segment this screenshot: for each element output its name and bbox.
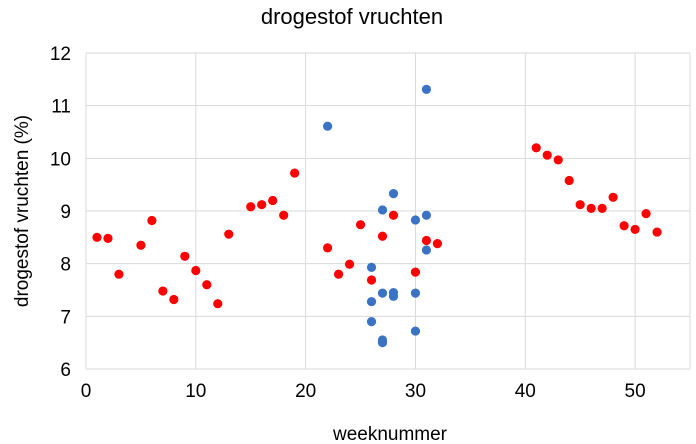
data-point — [147, 215, 157, 226]
data-point — [597, 203, 607, 213]
data-point — [630, 224, 640, 235]
data-point — [257, 200, 267, 210]
y-tick-label: 8 — [60, 255, 71, 276]
x-tick-label: 10 — [185, 381, 206, 402]
y-tick-label: 10 — [50, 149, 71, 170]
data-point — [92, 232, 102, 242]
x-tick-label: 40 — [515, 381, 536, 402]
data-point — [410, 326, 421, 336]
data-point — [344, 259, 355, 269]
data-point — [158, 286, 168, 296]
data-point — [586, 203, 596, 213]
x-tick-label: 20 — [295, 381, 316, 402]
data-point — [180, 251, 190, 261]
data-point — [366, 262, 377, 272]
data-point — [246, 202, 256, 212]
x-axis-label: weeknummer — [332, 424, 448, 444]
data-point — [355, 220, 366, 230]
data-point — [531, 143, 541, 153]
data-point — [388, 291, 399, 301]
data-points — [92, 84, 662, 348]
tick-labels: 0 10 20 30 40 50 6 7 8 9 10 11 12 — [50, 44, 646, 402]
data-point — [421, 245, 432, 255]
data-point — [366, 296, 377, 307]
data-point — [323, 121, 333, 131]
data-point — [377, 231, 388, 241]
data-point — [377, 338, 388, 348]
chart-title: drogestof vruchten — [261, 4, 443, 29]
y-tick-label: 11 — [51, 97, 71, 118]
data-point — [136, 240, 146, 250]
data-point — [366, 275, 377, 285]
y-axis-label: drogestof vruchten (%) — [12, 115, 33, 307]
data-point — [377, 288, 388, 298]
data-point — [410, 288, 421, 298]
data-point — [553, 155, 563, 165]
data-point — [421, 84, 432, 94]
data-point — [432, 239, 443, 249]
data-point — [542, 150, 552, 160]
grid — [85, 52, 691, 370]
data-point — [114, 269, 124, 279]
data-point — [410, 267, 421, 277]
data-point — [279, 210, 289, 220]
y-tick-label: 12 — [50, 44, 71, 65]
y-tick-label: 9 — [60, 202, 71, 223]
data-point — [575, 200, 585, 210]
data-point — [564, 175, 574, 186]
x-tick-label: 50 — [625, 381, 646, 402]
data-point — [213, 299, 223, 309]
data-point — [268, 195, 278, 206]
data-point — [388, 189, 399, 199]
data-point — [191, 265, 201, 276]
x-tick-label: 0 — [81, 381, 92, 402]
data-point — [608, 192, 618, 202]
data-point — [641, 209, 651, 219]
data-point — [410, 215, 421, 225]
data-point — [290, 168, 300, 178]
data-point — [421, 210, 432, 220]
data-point — [388, 210, 399, 220]
data-point — [366, 317, 377, 327]
x-tick-label: 30 — [405, 381, 426, 402]
data-point — [103, 233, 113, 243]
data-point — [202, 280, 212, 290]
data-point — [619, 221, 629, 231]
data-point — [323, 243, 333, 253]
data-point — [169, 294, 179, 305]
y-tick-label: 6 — [60, 360, 71, 381]
data-point — [333, 269, 344, 279]
data-point — [652, 227, 662, 237]
data-point — [421, 235, 432, 246]
y-tick-label: 7 — [60, 307, 71, 328]
data-point — [224, 229, 234, 239]
data-point — [377, 205, 388, 215]
